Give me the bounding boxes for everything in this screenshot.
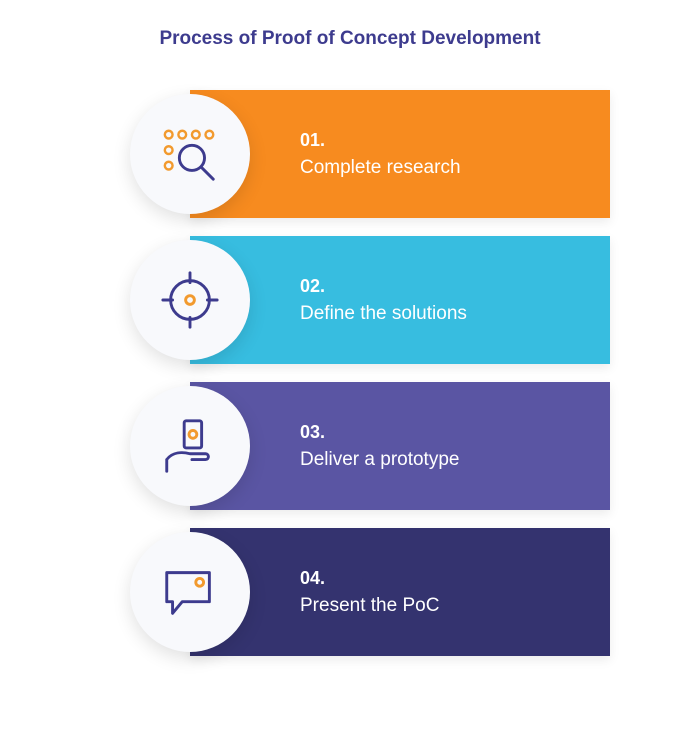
step-number: 01. — [300, 130, 610, 151]
step-bar: 02. Define the solutions — [190, 236, 610, 364]
target-icon — [159, 269, 221, 331]
step-number: 02. — [300, 276, 610, 297]
step-label: Deliver a prototype — [300, 449, 610, 471]
page-title: Process of Proof of Concept Development — [0, 0, 700, 90]
step-icon-circle — [130, 94, 250, 214]
steps-container: 01. Complete research 02. Define the solut… — [0, 90, 700, 656]
step-bar: 03. Deliver a prototype — [190, 382, 610, 510]
step-icon-circle — [130, 386, 250, 506]
step-label: Complete research — [300, 157, 610, 179]
research-icon — [159, 123, 221, 185]
step-bar: 01. Complete research — [190, 90, 610, 218]
step-icon-circle — [130, 240, 250, 360]
step-label: Present the PoC — [300, 595, 610, 617]
step-number: 04. — [300, 568, 610, 589]
step-3: 03. Deliver a prototype — [130, 382, 610, 510]
step-icon-circle — [130, 532, 250, 652]
present-icon — [159, 561, 221, 623]
step-4: 04. Present the PoC — [130, 528, 610, 656]
step-2: 02. Define the solutions — [130, 236, 610, 364]
step-label: Define the solutions — [300, 303, 610, 325]
deliver-icon — [159, 415, 221, 477]
step-bar: 04. Present the PoC — [190, 528, 610, 656]
step-1: 01. Complete research — [130, 90, 610, 218]
step-number: 03. — [300, 422, 610, 443]
